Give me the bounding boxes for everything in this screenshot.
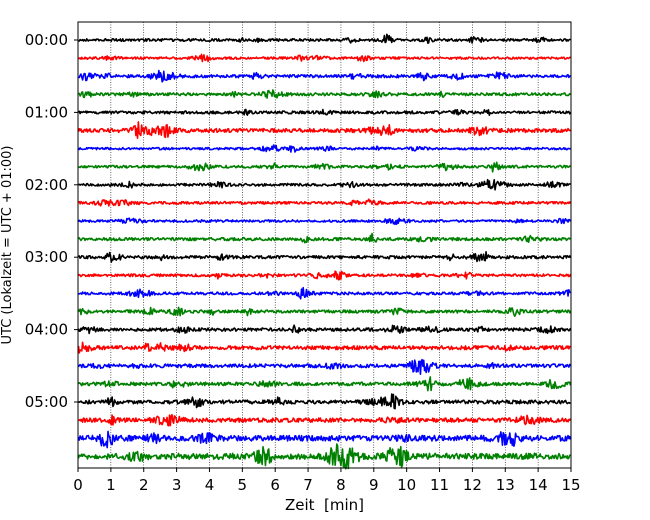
x-tick-label: 8 [336, 476, 346, 494]
trace-0030 [77, 69, 572, 83]
trace-0400 [77, 324, 572, 335]
x-tick-label: 6 [270, 476, 280, 494]
trace-0345 [77, 306, 572, 317]
trace-0430 [77, 358, 572, 376]
trace-0000 [78, 33, 571, 44]
trace-0015 [78, 53, 571, 63]
x-tick-label: 9 [369, 476, 379, 494]
trace-0200 [78, 178, 571, 191]
y-tick-label: 04:00 [25, 321, 68, 339]
x-axis-ticks: 0 1 2 3 4 5 6 7 8 9 10 11 12 13 14 15 [73, 468, 581, 494]
y-axis-label: UTC (Lokalzeit = UTC + 01:00) [0, 146, 15, 345]
trace-0315 [77, 270, 572, 281]
x-tick-label: 5 [238, 476, 248, 494]
trace-0145 [78, 161, 572, 173]
trace-0500 [78, 393, 571, 410]
x-tick-label: 15 [561, 476, 580, 494]
y-tick-label: 00:00 [25, 31, 68, 49]
x-tick-label: 7 [303, 476, 313, 494]
y-tick-label: 05:00 [25, 393, 68, 411]
trace-0330 [77, 286, 571, 300]
trace-0215 [77, 198, 572, 207]
trace-0230 [77, 217, 572, 226]
trace-0245 [77, 232, 572, 244]
x-tick-label: 4 [205, 476, 215, 494]
trace-0415 [77, 341, 571, 354]
x-tick-label: 12 [463, 476, 482, 494]
seismogram-traces [77, 33, 572, 470]
trace-0045 [78, 89, 572, 99]
trace-0300 [77, 251, 572, 263]
trace-0115 [77, 121, 572, 140]
y-tick-label: 03:00 [25, 248, 68, 266]
trace-0445 [77, 376, 572, 392]
plot-frame [77, 21, 572, 469]
y-tick-label: 02:00 [25, 176, 68, 194]
y-axis-ticks: 00:00 01:00 02:00 03:00 04:00 05:00 [25, 31, 78, 411]
x-tick-label: 2 [139, 476, 149, 494]
grid-lines [110, 22, 539, 468]
trace-0545 [77, 443, 571, 470]
x-tick-label: 14 [529, 476, 548, 494]
trace-0515 [78, 413, 572, 427]
trace-0130 [77, 144, 571, 153]
x-tick-label: 3 [172, 476, 182, 494]
y-tick-label: 01:00 [25, 103, 68, 121]
x-tick-label: 10 [397, 476, 416, 494]
x-tick-label: 1 [106, 476, 116, 494]
trace-0100 [77, 108, 572, 117]
x-axis-label: Zeit [min] [285, 496, 364, 514]
x-tick-label: 13 [496, 476, 515, 494]
trace-0530 [77, 430, 572, 449]
x-tick-label: 11 [430, 476, 449, 494]
x-tick-label: 0 [73, 476, 83, 494]
